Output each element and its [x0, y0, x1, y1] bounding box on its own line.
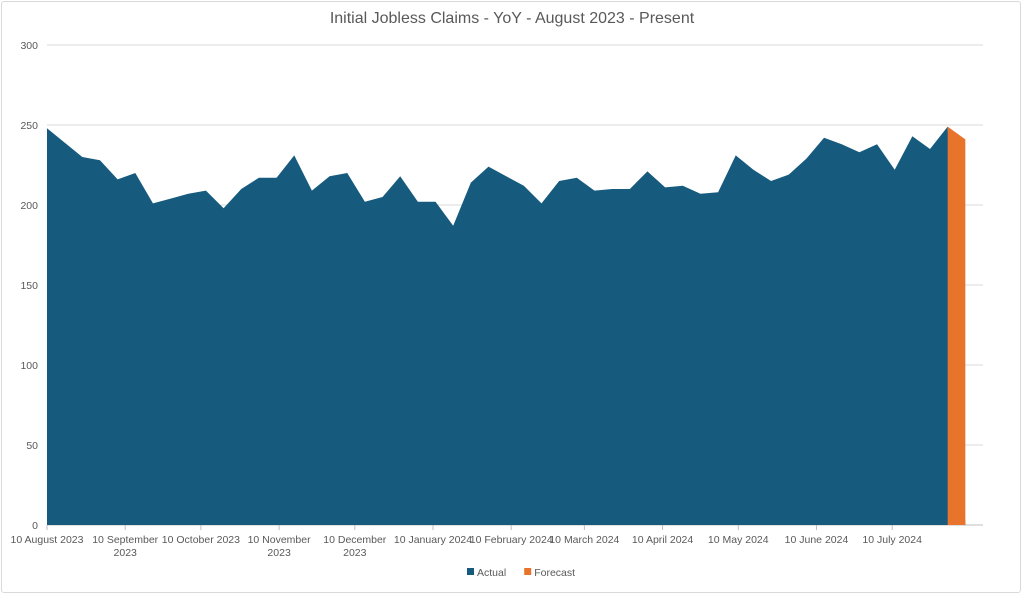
y-tick-label: 200: [20, 200, 38, 212]
y-tick-label: 300: [20, 40, 38, 52]
area-forecast: [947, 126, 966, 525]
y-axis-tick-labels: 0 50 100 150 200 250 300: [20, 40, 38, 532]
x-tick-label: 10 May 2024: [708, 534, 769, 546]
area-actual: [47, 126, 966, 525]
legend-label-actual: Actual: [477, 567, 506, 579]
y-tick-label: 50: [26, 440, 38, 452]
x-tick-label: 10 November 2023: [248, 534, 312, 559]
x-tick-label: 10 October 2023: [162, 534, 240, 546]
x-axis-tick-labels: 10 August 2023 10 September 2023 10 October…: [11, 525, 922, 559]
chart-title: Initial Jobless Claims - YoY - August 20…: [329, 10, 695, 27]
legend-swatch-actual: [467, 568, 474, 575]
x-tick-label: 10 February 2024: [470, 534, 553, 546]
y-tick-label: 150: [20, 280, 38, 292]
x-tick-label: 10 September 2023: [92, 534, 158, 559]
legend-label-forecast: Forecast: [534, 567, 575, 579]
y-tick-label: 250: [20, 120, 38, 132]
y-tick-label: 100: [20, 360, 38, 372]
x-tick-label: 10 June 2024: [785, 534, 849, 546]
x-tick-label: 10 April 2024: [632, 534, 693, 546]
legend: Actual Forecast: [467, 567, 575, 579]
y-tick-label: 0: [32, 520, 38, 532]
x-tick-label: 10 January 2024: [394, 534, 472, 546]
x-tick-label: 10 March 2024: [549, 534, 619, 546]
legend-swatch-forecast: [524, 568, 532, 575]
x-tick-label: 10 July 2024: [862, 534, 922, 546]
x-tick-label: 10 August 2023: [11, 534, 84, 546]
area-series: [47, 126, 966, 525]
x-tick-label: 10 December 2023: [323, 534, 387, 559]
